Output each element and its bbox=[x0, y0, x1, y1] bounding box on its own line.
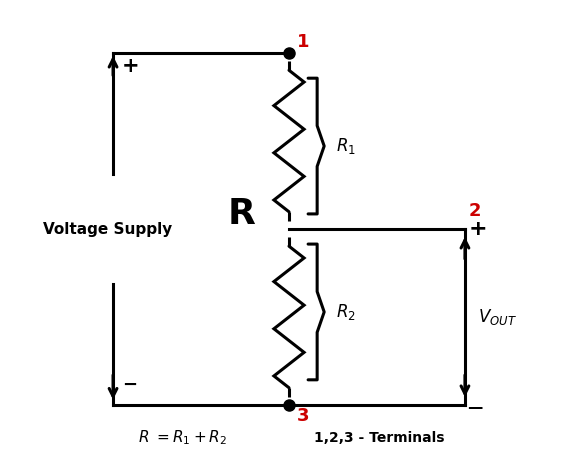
Text: 1: 1 bbox=[297, 33, 309, 50]
Text: —: — bbox=[468, 400, 483, 415]
Text: +: + bbox=[469, 219, 488, 239]
Text: 3: 3 bbox=[297, 408, 309, 425]
Text: R: R bbox=[227, 197, 255, 231]
Text: 1,2,3 - Terminals: 1,2,3 - Terminals bbox=[314, 431, 444, 445]
Text: Voltage Supply: Voltage Supply bbox=[43, 222, 172, 236]
Text: −: − bbox=[122, 376, 137, 394]
Text: 2: 2 bbox=[469, 202, 481, 220]
Text: $R\ =R_1+R_2$: $R\ =R_1+R_2$ bbox=[138, 428, 227, 447]
Text: +: + bbox=[122, 55, 140, 76]
Text: $R_1$: $R_1$ bbox=[336, 136, 355, 156]
Text: $V_{OUT}$: $V_{OUT}$ bbox=[477, 307, 516, 327]
Text: $R_2$: $R_2$ bbox=[336, 302, 355, 322]
